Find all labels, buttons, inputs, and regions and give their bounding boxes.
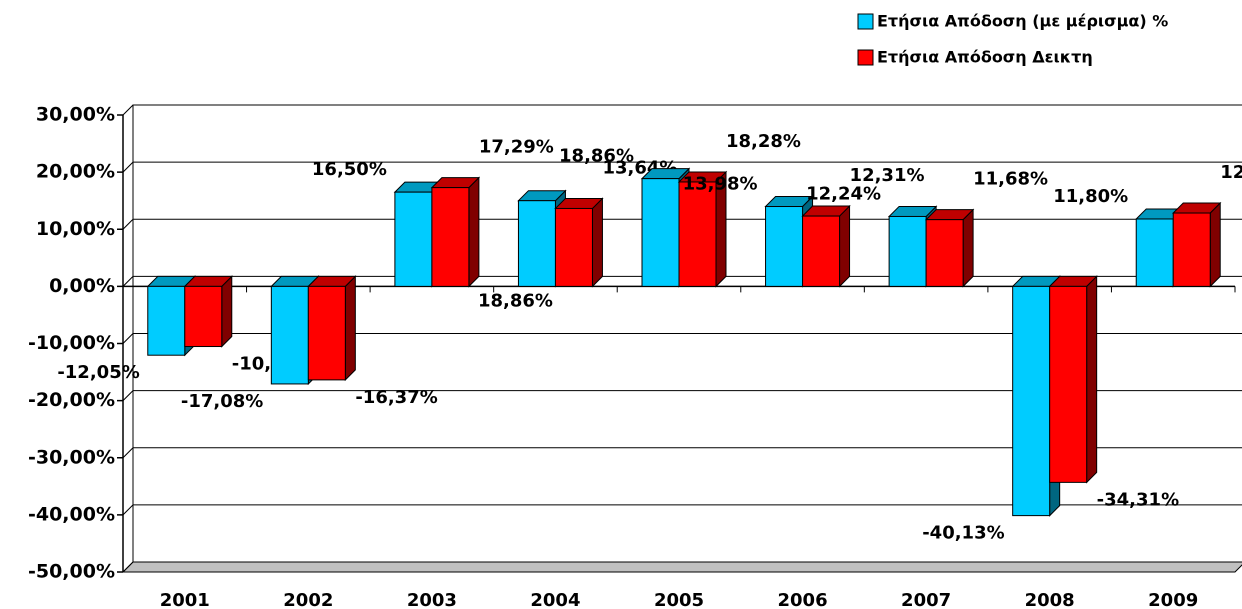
- grid-diagonal: [122, 218, 134, 230]
- grid-diagonal: [122, 276, 134, 287]
- data-label: 17,29%: [479, 137, 554, 158]
- legend-label: Ετήσια Απόδοση Δεικτη: [877, 48, 1093, 67]
- bar: [678, 181, 717, 287]
- data-label: 13,98%: [683, 174, 758, 195]
- grid-diagonal: [122, 333, 134, 344]
- data-label: -40,13%: [922, 523, 1004, 544]
- x-tick-label: 2003: [407, 590, 457, 609]
- y-tick-label: 10,00%: [36, 218, 115, 240]
- y-tick-label: 0,00%: [49, 275, 115, 297]
- bar: [641, 178, 680, 287]
- bar-side: [591, 197, 603, 288]
- x-tick-label: 2008: [1025, 590, 1075, 609]
- x-tick-label: 2001: [160, 590, 210, 609]
- bar: [431, 187, 470, 287]
- bar: [554, 207, 593, 287]
- x-tick-label: 2007: [901, 590, 951, 609]
- bar: [307, 285, 346, 381]
- x-tick-label: 2004: [530, 590, 580, 609]
- data-label: 16,50%: [312, 159, 387, 180]
- y-tick-label: 30,00%: [36, 104, 115, 126]
- data-label: -16,37%: [355, 387, 437, 408]
- grid-diagonal: [122, 104, 134, 116]
- data-label: 12,24%: [806, 183, 881, 204]
- bar: [517, 200, 556, 287]
- bar: [1012, 285, 1051, 517]
- legend-swatch: [857, 49, 874, 66]
- bar: [1135, 218, 1174, 287]
- bar: [1049, 285, 1088, 483]
- bar-side: [1086, 275, 1098, 484]
- bar: [765, 206, 804, 287]
- grid-diagonal: [122, 390, 134, 401]
- annotation: 18,86%: [478, 290, 553, 311]
- y-tick-label: -40,00%: [28, 503, 115, 525]
- bar-side: [468, 176, 480, 288]
- y-tick-label: 20,00%: [36, 161, 115, 183]
- y-tick-label: -20,00%: [28, 389, 115, 411]
- data-label: -17,08%: [181, 391, 263, 412]
- x-tick-label: 2006: [778, 590, 828, 609]
- legend-label: Ετήσια Απόδοση (με μέρισμα) %: [877, 12, 1168, 31]
- data-label: 12,31%: [850, 165, 925, 186]
- legend-swatch: [857, 13, 874, 30]
- grid-diagonal: [122, 561, 134, 573]
- floor: [121, 561, 1242, 573]
- x-tick-label: 2005: [654, 590, 704, 609]
- bar-side: [221, 275, 233, 348]
- data-label: 18,86%: [559, 146, 634, 167]
- bar: [270, 285, 309, 385]
- bar-side: [839, 204, 851, 288]
- y-tick-label: -50,00%: [28, 561, 115, 583]
- data-label: -12,05%: [57, 362, 139, 383]
- y-tick-label: -30,00%: [28, 446, 115, 468]
- bar-side: [1209, 201, 1221, 288]
- bar: [394, 191, 433, 287]
- bar: [888, 215, 927, 287]
- data-label: 18,28%: [726, 131, 801, 152]
- x-tick-label: 2002: [283, 590, 333, 609]
- grid-diagonal: [122, 161, 134, 173]
- bar: [184, 285, 223, 348]
- data-label: -34,31%: [1097, 489, 1179, 510]
- bar-side: [962, 208, 974, 288]
- bar-side: [344, 275, 356, 382]
- bar: [1172, 212, 1211, 287]
- data-label: 12,84%: [1220, 162, 1242, 183]
- y-tick-label: -10,00%: [28, 332, 115, 354]
- data-label: 11,68%: [973, 169, 1048, 190]
- grid-diagonal: [122, 504, 134, 516]
- data-label: 11,80%: [1053, 186, 1128, 207]
- grid-diagonal: [122, 447, 134, 459]
- x-tick-label: 2009: [1148, 590, 1198, 609]
- bar: [802, 215, 841, 287]
- bar: [925, 219, 964, 287]
- bar: [147, 285, 186, 356]
